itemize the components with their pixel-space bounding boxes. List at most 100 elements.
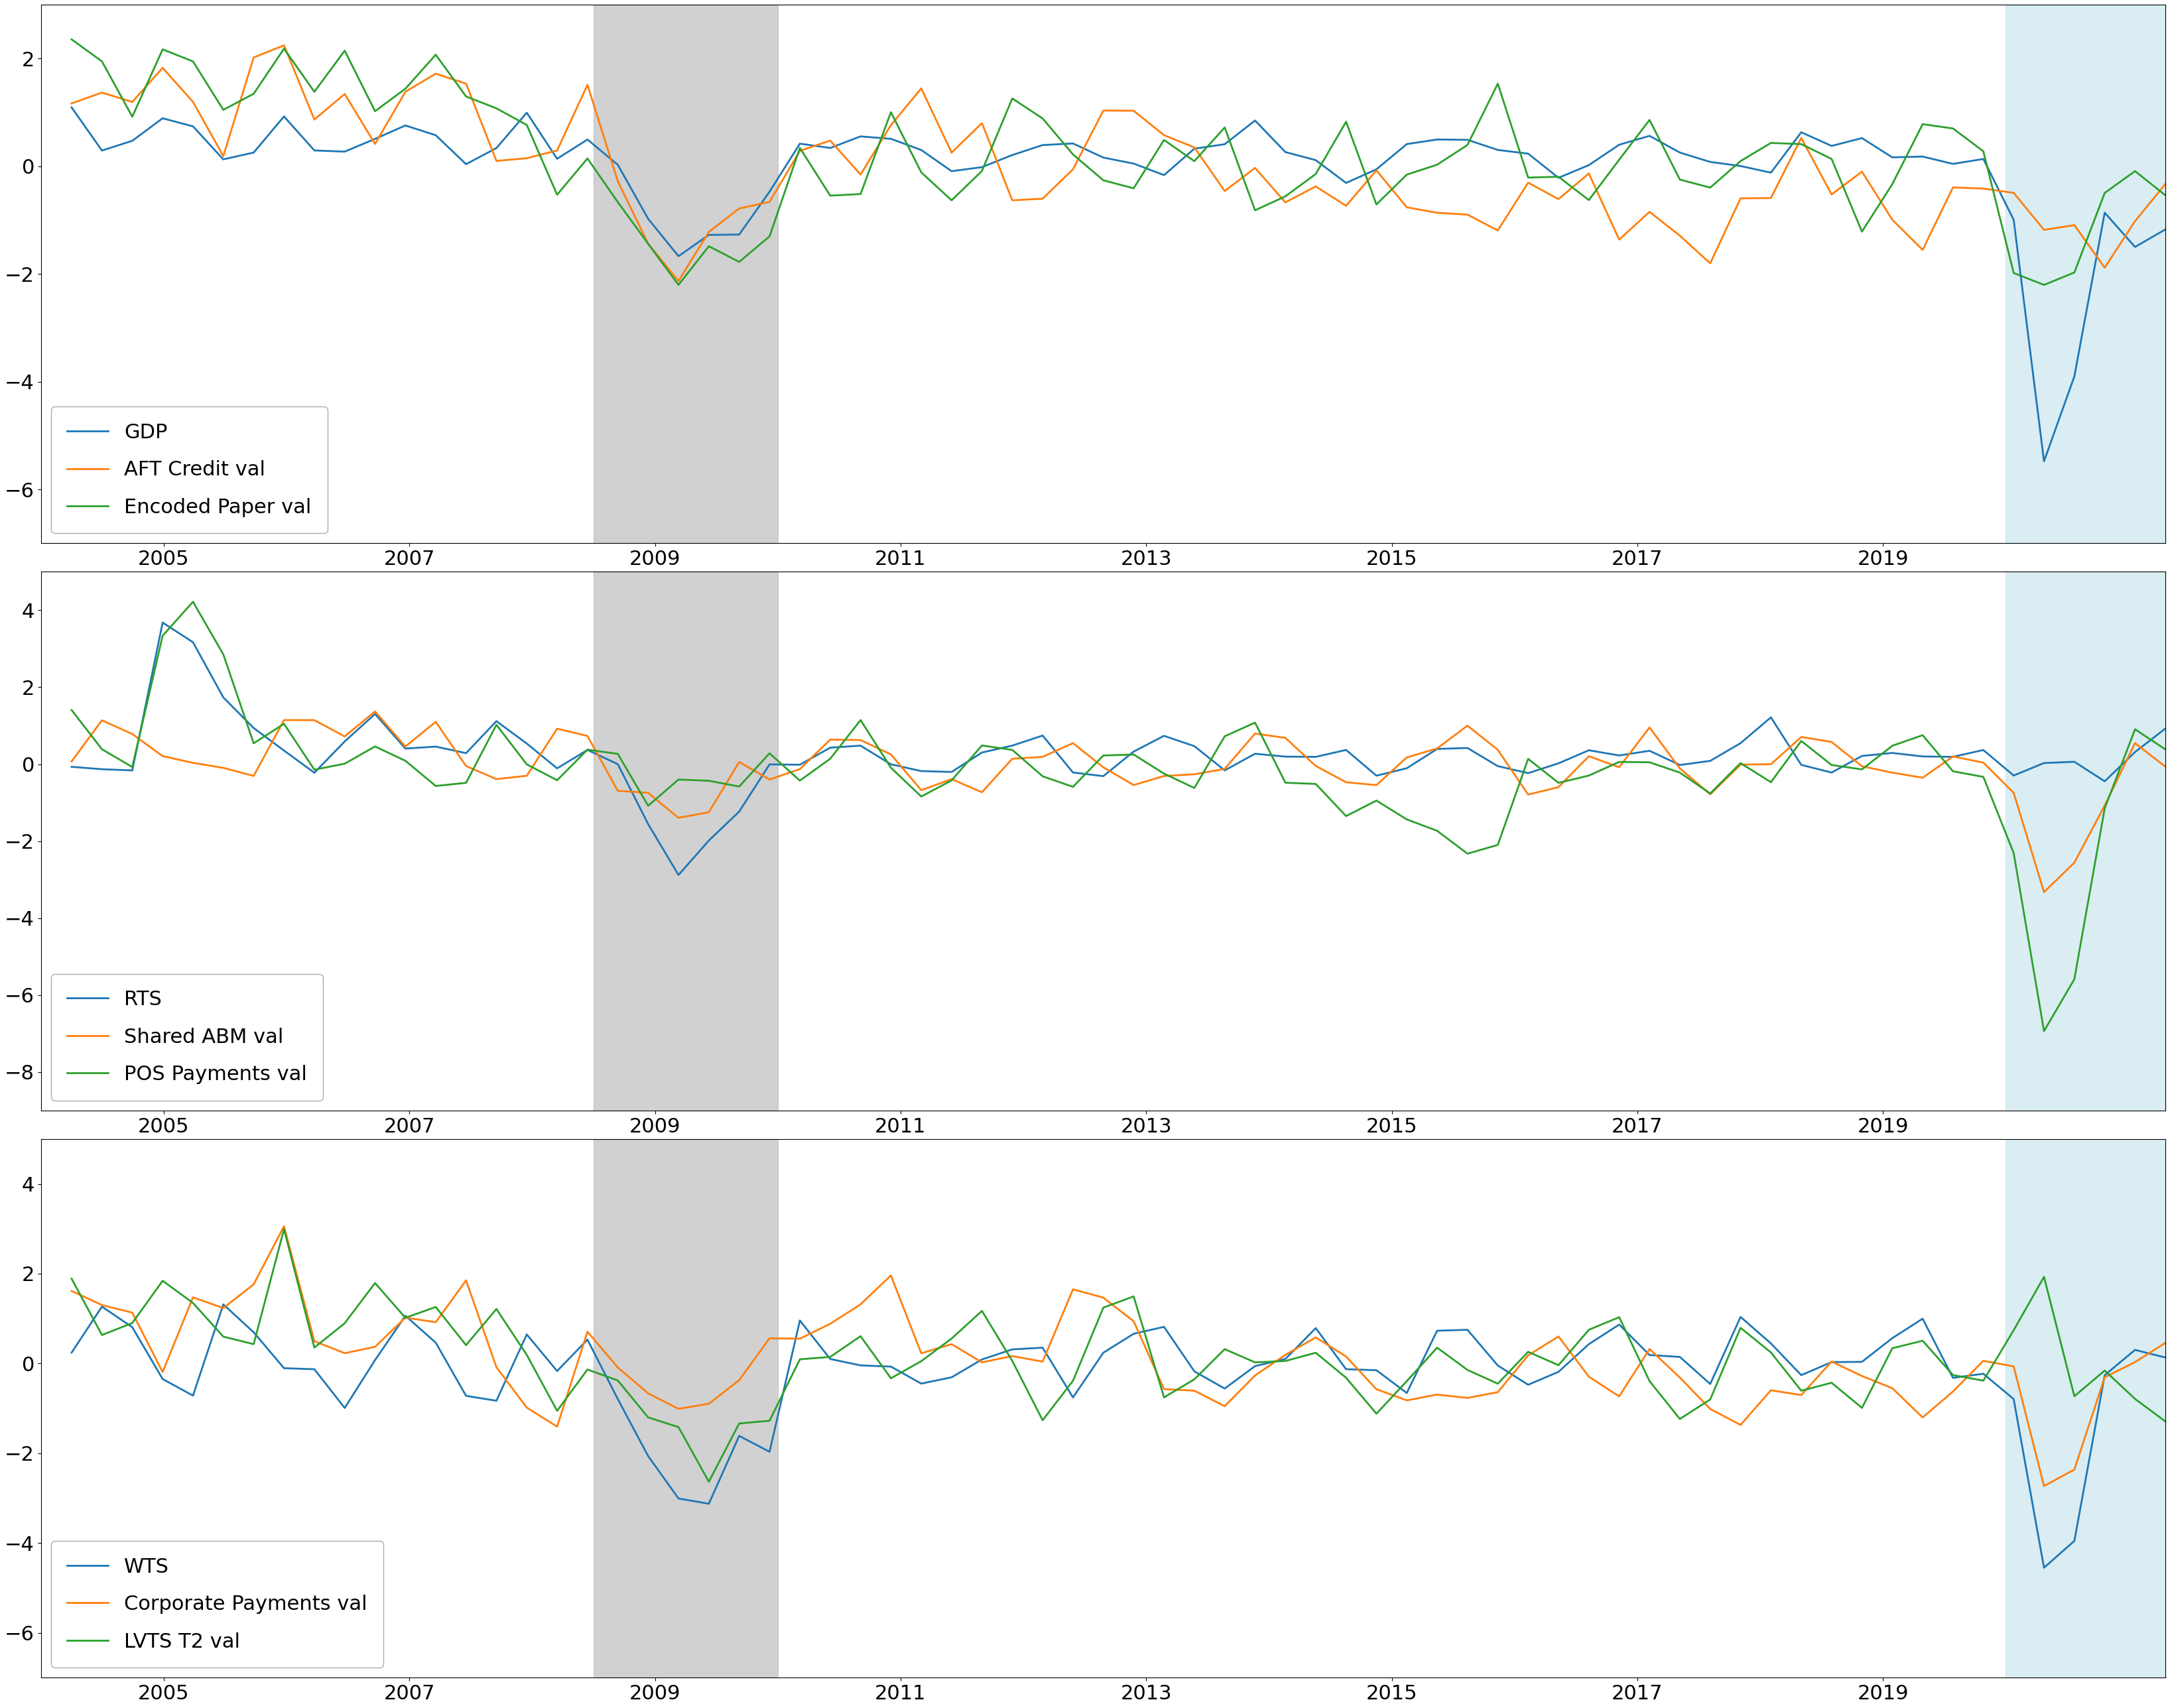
- Encoded Paper val: [2031, 275, 2057, 295]
- Bar: [2005, 5, 2166, 543]
- Corporate Payments val: [271, 1216, 297, 1237]
- POS Payments val: [2153, 740, 2170, 760]
- Line: Encoded Paper val: Encoded Paper val: [72, 39, 2166, 285]
- RTS: [150, 613, 176, 634]
- Legend: RTS, Shared ABM val, POS Payments val: RTS, Shared ABM val, POS Payments val: [52, 974, 323, 1100]
- POS Payments val: [180, 591, 206, 611]
- LVTS T2 val: [575, 1360, 601, 1380]
- Line: Corporate Payments val: Corporate Payments val: [72, 1226, 2166, 1486]
- Line: AFT Credit val: AFT Credit val: [72, 46, 2166, 282]
- Corporate Payments val: [970, 1353, 996, 1373]
- RTS: [1272, 746, 1298, 767]
- LVTS T2 val: [1272, 1351, 1298, 1372]
- Shared ABM val: [1241, 722, 1267, 743]
- Corporate Payments val: [575, 1322, 601, 1342]
- AFT Credit val: [59, 94, 85, 114]
- Encoded Paper val: [2153, 184, 2170, 205]
- RTS: [998, 736, 1024, 757]
- RTS: [1910, 746, 1936, 767]
- POS Payments val: [362, 736, 388, 757]
- Line: RTS: RTS: [72, 623, 2166, 874]
- Encoded Paper val: [545, 184, 571, 205]
- Encoded Paper val: [1818, 149, 1844, 169]
- WTS: [2153, 1348, 2170, 1368]
- Corporate Payments val: [362, 1337, 388, 1358]
- GDP: [2153, 219, 2170, 239]
- Legend: WTS, Corporate Payments val, LVTS T2 val: WTS, Corporate Payments val, LVTS T2 val: [52, 1541, 384, 1667]
- Shared ABM val: [575, 726, 601, 746]
- Bar: [595, 5, 777, 543]
- Encoded Paper val: [697, 236, 723, 256]
- Corporate Payments val: [2031, 1476, 2057, 1496]
- Line: Shared ABM val: Shared ABM val: [72, 712, 2166, 892]
- WTS: [1879, 1327, 1905, 1348]
- Shared ABM val: [2153, 757, 2170, 777]
- RTS: [362, 704, 388, 724]
- AFT Credit val: [2153, 174, 2170, 195]
- GDP: [545, 149, 571, 169]
- LVTS T2 val: [59, 1269, 85, 1290]
- AFT Credit val: [1272, 191, 1298, 212]
- GDP: [1818, 135, 1844, 155]
- RTS: [2153, 719, 2170, 740]
- Shared ABM val: [1879, 762, 1905, 782]
- Legend: GDP, AFT Credit val, Encoded Paper val: GDP, AFT Credit val, Encoded Paper val: [52, 407, 328, 533]
- WTS: [59, 1342, 85, 1363]
- Line: WTS: WTS: [72, 1305, 2166, 1568]
- GDP: [2031, 451, 2057, 471]
- LVTS T2 val: [271, 1220, 297, 1240]
- Shared ABM val: [2031, 881, 2057, 902]
- LVTS T2 val: [362, 1272, 388, 1293]
- Bar: [595, 572, 777, 1110]
- LVTS T2 val: [998, 1351, 1024, 1372]
- Encoded Paper val: [1211, 118, 1237, 138]
- Line: POS Payments val: POS Payments val: [72, 601, 2166, 1032]
- Line: GDP: GDP: [72, 108, 2166, 461]
- RTS: [666, 864, 692, 885]
- Shared ABM val: [970, 782, 996, 803]
- POS Payments val: [59, 700, 85, 721]
- Corporate Payments val: [1241, 1365, 1267, 1385]
- WTS: [2031, 1558, 2057, 1578]
- Bar: [2005, 572, 2166, 1110]
- WTS: [970, 1349, 996, 1370]
- LVTS T2 val: [757, 1411, 783, 1431]
- Bar: [595, 1139, 777, 1677]
- POS Payments val: [575, 740, 601, 760]
- Shared ABM val: [332, 726, 358, 746]
- Shared ABM val: [727, 752, 753, 772]
- LVTS T2 val: [697, 1472, 723, 1493]
- LVTS T2 val: [1910, 1331, 1936, 1351]
- GDP: [697, 225, 723, 246]
- LVTS T2 val: [2153, 1411, 2170, 1431]
- POS Payments val: [2031, 1021, 2057, 1042]
- WTS: [1241, 1356, 1267, 1377]
- Corporate Payments val: [727, 1370, 753, 1390]
- GDP: [1211, 133, 1237, 154]
- POS Payments val: [1241, 712, 1267, 733]
- WTS: [575, 1329, 601, 1349]
- POS Payments val: [727, 777, 753, 798]
- GDP: [332, 142, 358, 162]
- WTS: [210, 1295, 237, 1315]
- POS Payments val: [970, 734, 996, 755]
- RTS: [59, 757, 85, 777]
- AFT Credit val: [757, 191, 783, 212]
- Encoded Paper val: [59, 29, 85, 50]
- Corporate Payments val: [59, 1281, 85, 1301]
- AFT Credit val: [666, 272, 692, 292]
- Shared ABM val: [362, 702, 388, 722]
- AFT Credit val: [998, 190, 1024, 210]
- GDP: [1849, 128, 1875, 149]
- Line: LVTS T2 val: LVTS T2 val: [72, 1230, 2166, 1483]
- Corporate Payments val: [1879, 1378, 1905, 1399]
- AFT Credit val: [362, 133, 388, 154]
- Bar: [2005, 1139, 2166, 1677]
- AFT Credit val: [575, 75, 601, 96]
- Encoded Paper val: [1849, 222, 1875, 243]
- POS Payments val: [1879, 736, 1905, 757]
- AFT Credit val: [271, 36, 297, 56]
- WTS: [362, 1349, 388, 1370]
- Encoded Paper val: [332, 41, 358, 61]
- Corporate Payments val: [2153, 1332, 2170, 1353]
